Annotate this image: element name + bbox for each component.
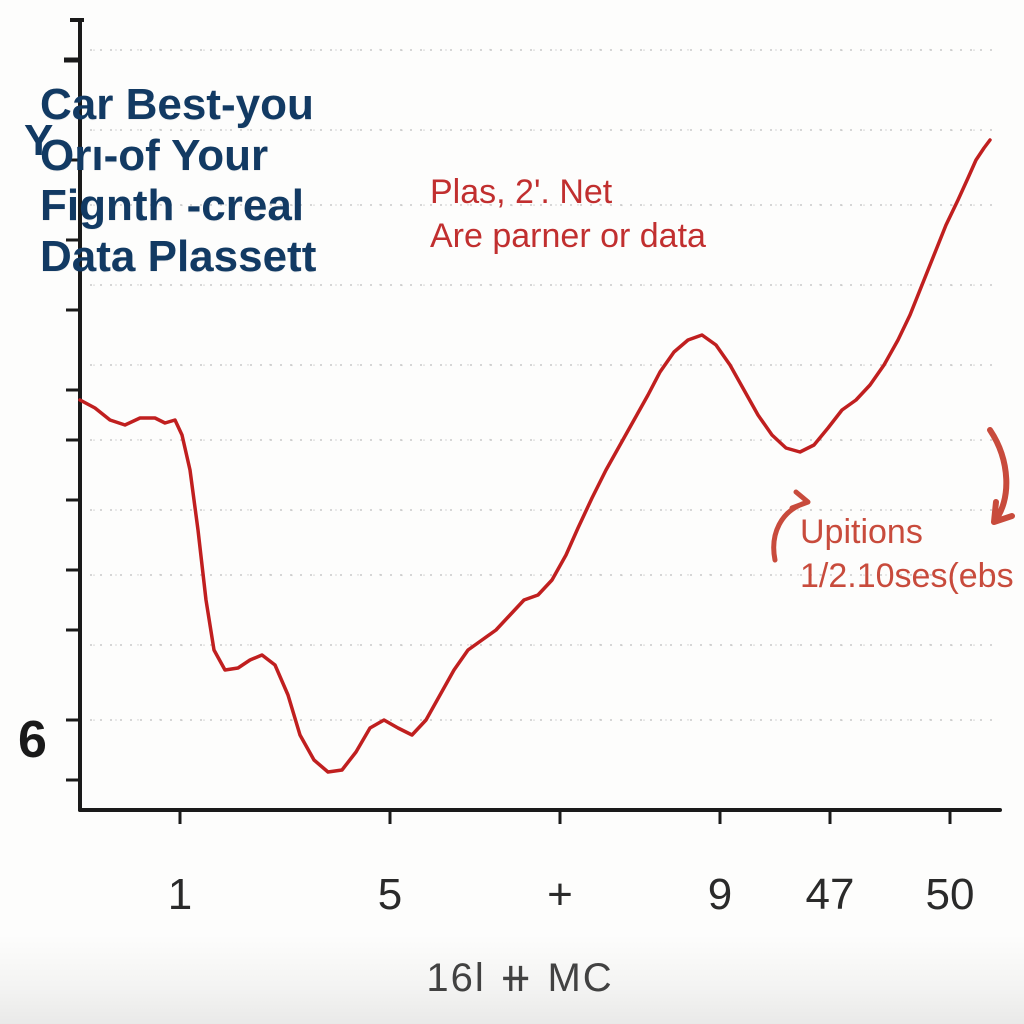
- x-tick-label: 9: [708, 870, 732, 920]
- chart-stage: Y Car Best-you Orı-of Your Fignth -creal…: [0, 0, 1024, 1024]
- y-axis-label-6: 6: [18, 710, 47, 770]
- x-tick-label: 47: [806, 870, 855, 920]
- x-tick-label: 1: [168, 870, 192, 920]
- chart-title: Car Best-you Orı-of Your Fignth -creal D…: [40, 80, 316, 282]
- callout-line-1: Plas, 2'. Net: [430, 170, 706, 214]
- x-tick-label: +: [547, 870, 573, 920]
- title-line-1: Car Best-you: [40, 80, 316, 131]
- x-tick-label: 50: [926, 870, 975, 920]
- x-tick-label: 5: [378, 870, 402, 920]
- x-axis-caption: 16l ⧺ MC: [426, 955, 613, 1001]
- annotation-line-1: Upitions: [800, 510, 1014, 554]
- chart-callout: Plas, 2'. Net Are parner or data: [430, 170, 706, 258]
- chart-annotation: Upitions 1/2.10ses(ebs: [800, 510, 1014, 598]
- title-line-2: Orı-of Your: [40, 131, 316, 182]
- annotation-line-2: 1/2.10ses(ebs: [800, 554, 1014, 598]
- callout-line-2: Are parner or data: [430, 214, 706, 258]
- title-line-3: Fignth -creal: [40, 181, 316, 232]
- title-line-4: Data Plassett: [40, 232, 316, 283]
